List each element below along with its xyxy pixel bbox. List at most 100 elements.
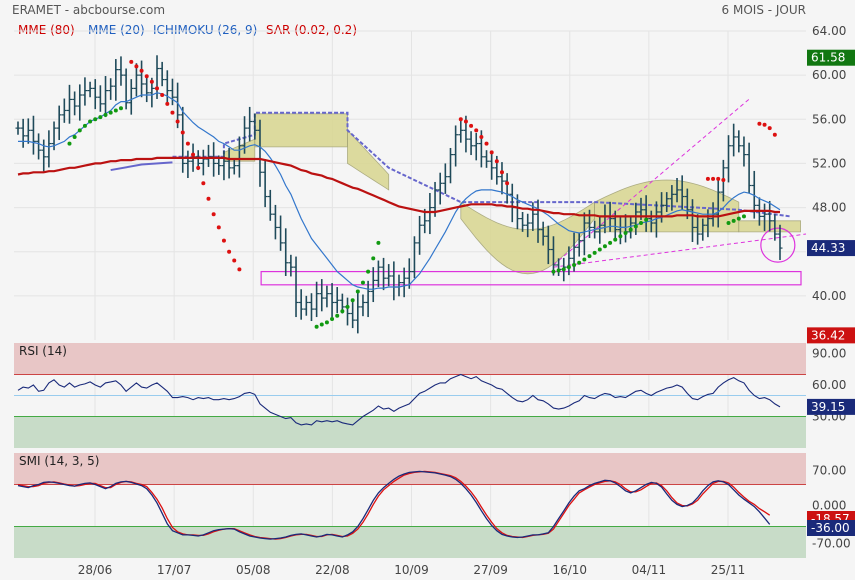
- y-tick-label: 48.00: [812, 201, 846, 215]
- smi-tick-label: 0.000: [812, 499, 846, 513]
- sar-dot: [592, 250, 597, 255]
- sar-dot: [726, 221, 731, 226]
- sar-dot: [613, 237, 618, 242]
- value-badge: [807, 240, 855, 257]
- sar-dot: [216, 225, 221, 230]
- sar-dot: [191, 152, 196, 157]
- sar-dot: [376, 240, 381, 245]
- sar-dot: [736, 216, 741, 221]
- legend-sar: SAR (0.02, 0.2): [266, 23, 357, 37]
- period-label: 6 MOIS - JOUR: [722, 3, 806, 17]
- smi-signal-line: [17, 470, 771, 540]
- rsi-line: [17, 373, 781, 426]
- price-badges: 61.58 44.33 36.42: [807, 49, 855, 344]
- sar-dot: [644, 217, 649, 222]
- sar-dot: [139, 68, 144, 73]
- sar-dot: [340, 309, 345, 314]
- value-badge-label: 61.58: [811, 51, 845, 65]
- x-tick-label: 27/09: [473, 563, 508, 577]
- smi-badge: [807, 520, 855, 536]
- sar-dot: [474, 128, 479, 133]
- sar-dot: [72, 134, 77, 139]
- sar-dot: [360, 280, 365, 285]
- y-tick-label: 60.00: [812, 68, 846, 82]
- sar-dot: [463, 119, 468, 124]
- x-tick-label: 16/10: [552, 563, 587, 577]
- date-axis: 28/06 17/07 05/08 22/08 10/09 27/09 16/10 04/11…: [78, 563, 746, 577]
- oversold-zone: [14, 526, 806, 558]
- cloud-area: [347, 129, 390, 191]
- sar-dot: [314, 324, 319, 329]
- sar-dot: [638, 221, 643, 226]
- sar-dot: [93, 117, 98, 122]
- sar-dot: [582, 257, 587, 262]
- sar-dot: [499, 170, 504, 175]
- trendline-up: [553, 99, 750, 266]
- sar-dot: [772, 132, 777, 137]
- sar-dot: [196, 165, 201, 170]
- mme20-line: [18, 92, 781, 290]
- sar-dot: [366, 269, 371, 274]
- rsi-zones: [14, 343, 806, 448]
- sar-dot: [335, 313, 340, 318]
- sar-dot: [165, 101, 170, 106]
- trendline-support: [553, 233, 807, 268]
- y-tick-label: 56.00: [812, 112, 846, 126]
- sar-dot: [113, 108, 118, 113]
- smi-tick-label: -70.00: [812, 536, 851, 550]
- rsi-badge-label: 39.15: [811, 400, 845, 414]
- support-band: [260, 227, 802, 286]
- cloud-area: [254, 113, 348, 148]
- sar-dot: [201, 181, 206, 186]
- smi-panel: 70.000.000-70.00-18.57-36.00 SMI (14, 3,…: [14, 453, 855, 558]
- sar-dot: [170, 110, 175, 115]
- sar-dot: [129, 59, 134, 64]
- sar-dot: [505, 181, 510, 186]
- sar-dot: [572, 262, 577, 267]
- sar-dot: [103, 112, 108, 117]
- kijun-line: [172, 111, 791, 218]
- sar-dot: [577, 260, 582, 265]
- sar-dot: [134, 64, 139, 69]
- smi-axis: 70.000.000-70.00-18.57-36.00: [807, 463, 855, 550]
- sar-dot: [602, 244, 607, 249]
- sar-dot: [237, 267, 242, 272]
- sar-dot: [319, 322, 324, 327]
- value-badge: [807, 327, 855, 344]
- sar-dot: [628, 227, 633, 232]
- rsi-line: [17, 373, 781, 426]
- x-tick-label: 22/08: [315, 563, 350, 577]
- sar-dot: [741, 214, 746, 219]
- sar-dot: [355, 289, 360, 294]
- sar-dot: [232, 258, 237, 263]
- sar-dot: [633, 224, 638, 229]
- x-tick-label: 28/06: [78, 563, 113, 577]
- overbought-zone: [14, 343, 806, 375]
- y-tick-label: 52.00: [812, 156, 846, 170]
- sar-dot: [67, 141, 72, 146]
- x-tick-label: 17/07: [157, 563, 192, 577]
- smi-zones: [14, 453, 806, 558]
- sar-dot: [469, 123, 474, 128]
- sar-dot: [711, 176, 716, 181]
- sar-dot: [623, 230, 628, 235]
- sar-dot: [324, 320, 329, 325]
- support-rect: [260, 270, 802, 286]
- rsi-badge: [807, 398, 855, 415]
- sar-dot: [118, 106, 123, 111]
- sar-dot: [618, 234, 623, 239]
- sar-dot: [597, 247, 602, 252]
- sar-dot: [345, 304, 350, 309]
- legend-mme20: MME (20): [88, 23, 145, 37]
- value-badge: [807, 49, 855, 66]
- rsi-title: RSI (14): [19, 344, 67, 358]
- sar-dot: [330, 317, 335, 322]
- sar-dot: [767, 126, 772, 131]
- y-tick-label: 64.00: [812, 24, 846, 38]
- sar-dot: [180, 130, 185, 135]
- sar-dot: [227, 249, 232, 254]
- smi-title: SMI (14, 3, 5): [19, 454, 99, 468]
- sar-dot: [587, 254, 592, 259]
